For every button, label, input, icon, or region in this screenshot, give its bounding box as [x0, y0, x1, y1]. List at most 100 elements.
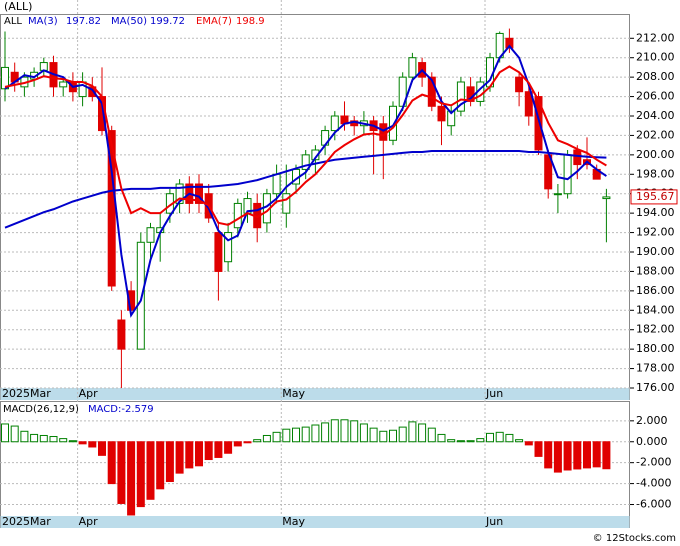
macd-bar [418, 423, 427, 443]
y-tick-label: 176.00 [636, 381, 675, 394]
macd-bar [456, 440, 465, 443]
y-tick-label: 2.000 [636, 414, 668, 427]
x-tick-label: May [282, 387, 305, 400]
macd-bar [544, 441, 553, 469]
macd-bar [107, 441, 116, 485]
macd-bar [389, 429, 397, 443]
macd-bar [204, 441, 213, 461]
candle-body [282, 193, 291, 214]
macd-bar [1, 423, 9, 443]
macd-bar [330, 419, 339, 443]
candle-body [573, 149, 582, 166]
candle-body [505, 37, 514, 49]
macd-bar [272, 431, 281, 443]
macd-bar [495, 431, 504, 443]
x-tick-label: 2025Mar [2, 515, 51, 528]
macd-bar [583, 441, 591, 469]
macd-bar [233, 441, 242, 447]
macd-bar [10, 425, 19, 443]
date-strip [0, 388, 630, 400]
macd-bar [136, 441, 145, 508]
candle-body [175, 183, 184, 204]
footer-text: © 12Stocks.com [593, 533, 676, 544]
macd-bar [49, 436, 58, 443]
macd-bar [243, 441, 252, 444]
y-tick-label: -2.000 [636, 456, 671, 469]
macd-bar [573, 441, 582, 470]
candle-body [214, 232, 223, 272]
macd-bar [437, 433, 446, 443]
macd-bar [408, 421, 417, 443]
y-tick-label: 0.000 [636, 435, 668, 448]
legend-value: 198.9 [236, 16, 265, 27]
y-tick-label: 204.00 [636, 109, 675, 122]
macd-bar [165, 441, 174, 483]
candle-body [408, 57, 417, 78]
macd-bar [534, 441, 543, 457]
x-tick-label: Apr [79, 387, 99, 400]
candle-body [136, 241, 145, 350]
macd-bar [88, 441, 97, 448]
macd-bar [359, 423, 368, 443]
candle-body [447, 110, 456, 127]
macd-bar [350, 420, 359, 443]
y-tick-label: 190.00 [636, 245, 675, 258]
macd-bar [98, 441, 106, 456]
legend-name: MA(3) [28, 16, 58, 27]
candle-body [117, 319, 126, 350]
macd-bar [175, 441, 184, 474]
candle-body [427, 76, 436, 107]
ma-line [4, 65, 607, 226]
candle-body [534, 96, 543, 151]
candle-body [233, 202, 242, 229]
macd-bar [340, 419, 349, 443]
macd-bar [592, 441, 601, 468]
candle-body [39, 62, 48, 71]
macd-bar [195, 441, 203, 467]
candle-body [272, 173, 281, 195]
candle-body [515, 76, 524, 93]
candle-body [195, 183, 203, 204]
macd-bar [146, 441, 155, 500]
candle-body [563, 154, 572, 195]
macd-bar [156, 441, 165, 490]
macd-bar [68, 440, 77, 443]
macd-bar [447, 439, 456, 443]
y-tick-label: 178.00 [636, 362, 675, 375]
macd-bar [505, 433, 514, 443]
last-price-label: 195.67 [636, 190, 675, 203]
macd-bar [398, 426, 407, 443]
macd-bar [524, 441, 533, 446]
macd-bar [253, 439, 262, 443]
candle-body [524, 91, 533, 117]
macd-bar [282, 428, 291, 443]
candle-body [59, 81, 68, 88]
macd-bar [20, 430, 29, 443]
x-tick-label: 2025Mar [2, 387, 51, 400]
panel-title: MACD(26,12,9) [3, 404, 79, 415]
y-tick-label: 194.00 [636, 206, 675, 219]
candle-body [146, 227, 155, 243]
legend-value: 197.82 [66, 16, 101, 27]
candle-body [224, 232, 233, 263]
macd-bar [30, 433, 39, 443]
macd-bar [563, 441, 572, 471]
macd-bar [117, 441, 126, 504]
macd-bar [185, 441, 194, 469]
macd-bar [292, 427, 300, 443]
candle-body [437, 105, 446, 122]
macd-bar [224, 441, 233, 454]
x-tick-label: Apr [79, 515, 99, 528]
macd-bar [379, 430, 388, 443]
macd-bar [262, 434, 271, 443]
candle-body [379, 123, 388, 141]
legend-name: EMA(7) [196, 16, 232, 27]
legend-name: MA(50) [111, 16, 147, 27]
candle-body [602, 196, 611, 200]
y-tick-label: 210.00 [636, 51, 675, 64]
macd-bar [515, 439, 524, 443]
y-tick-label: 180.00 [636, 342, 675, 355]
ma-line [4, 149, 607, 229]
y-tick-label: 188.00 [636, 264, 675, 277]
